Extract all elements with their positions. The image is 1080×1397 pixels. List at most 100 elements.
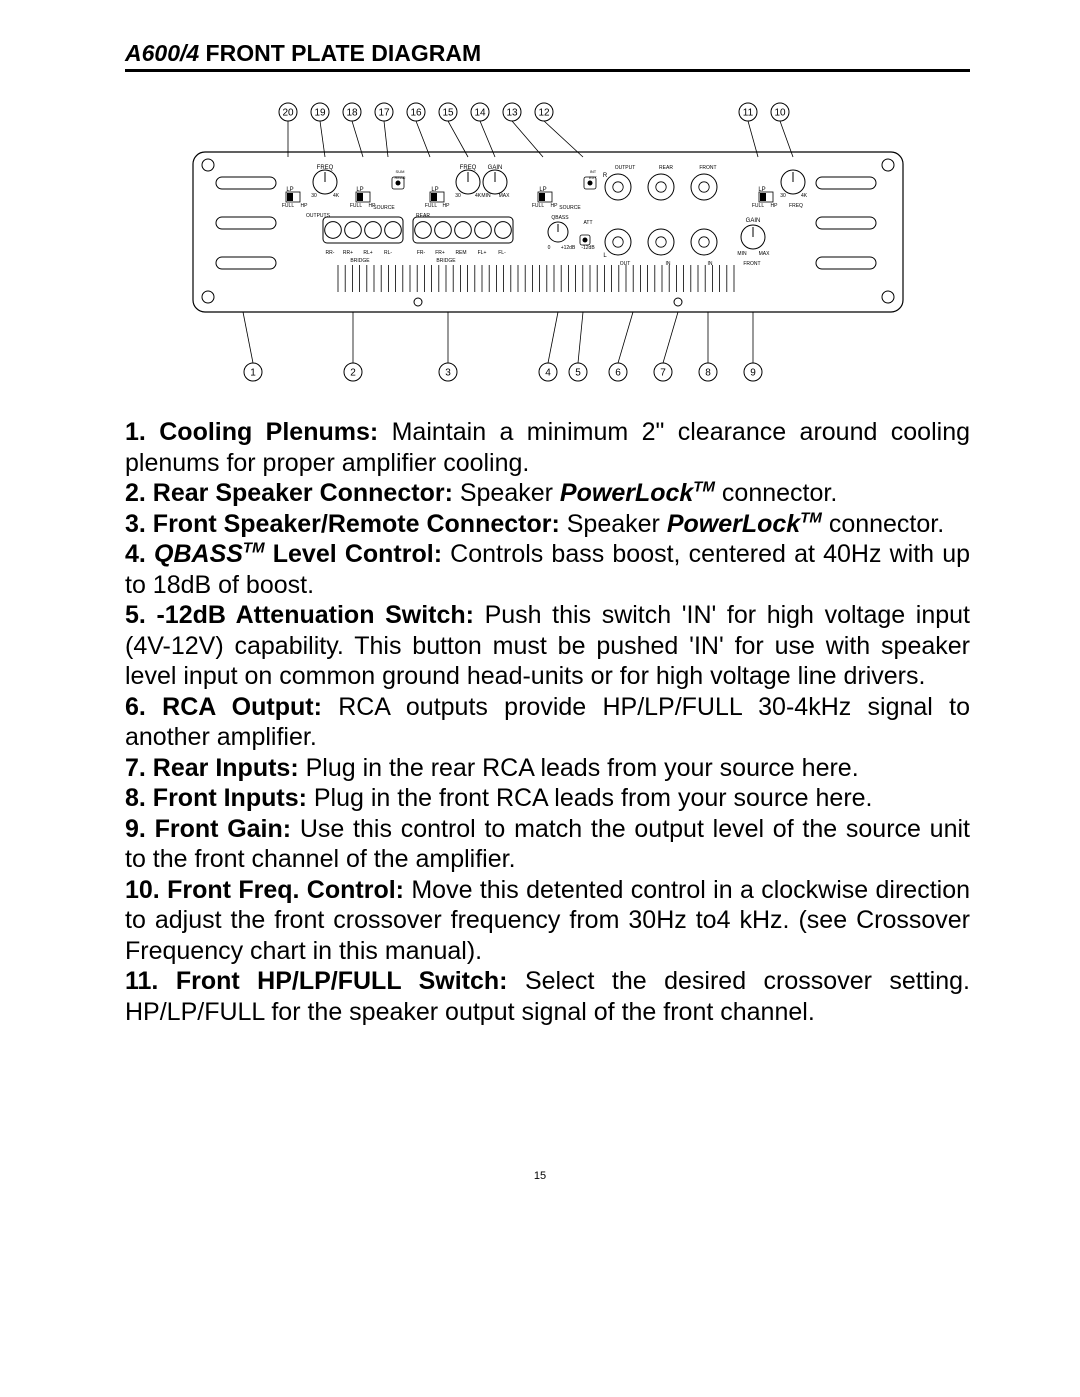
item-head: Front Gain: xyxy=(155,815,292,843)
rca-jack-pin xyxy=(612,182,622,192)
tm-mark: TM xyxy=(693,479,715,496)
rca-jack xyxy=(691,229,717,255)
plate-label: GAIN xyxy=(487,165,502,171)
item-head: Front Inputs: xyxy=(153,784,307,812)
plate-label: MAX xyxy=(498,193,510,199)
callout-number: 14 xyxy=(474,108,486,119)
cooling-slot xyxy=(816,177,876,189)
plate-label: R xyxy=(602,173,607,179)
list-item: 2. Rear Speaker Connector: Speaker Power… xyxy=(125,479,837,507)
push-switch-dot xyxy=(587,181,592,186)
description-list: 1. Cooling Plenums: Maintain a minimum 2… xyxy=(125,417,970,1027)
plate-label: FL- xyxy=(498,250,506,256)
tm-mark: TM xyxy=(243,540,265,557)
plate-label: LP xyxy=(539,187,546,193)
callout-line xyxy=(578,312,583,363)
item-number: 5. xyxy=(125,601,156,629)
callout-number: 19 xyxy=(314,108,326,119)
item-brand: PowerLock xyxy=(560,479,693,507)
connector-block xyxy=(413,217,513,243)
item-number: 7. xyxy=(125,754,153,782)
connector-hole xyxy=(414,222,431,239)
callout-number: 11 xyxy=(742,108,753,119)
rca-jack xyxy=(648,229,674,255)
slide-switch-pos xyxy=(760,193,766,201)
callout-number: 8 xyxy=(705,368,711,379)
rca-jack xyxy=(648,174,674,200)
plate-label: FRONT xyxy=(699,165,716,171)
list-item: 9. Front Gain: Use this control to match… xyxy=(125,815,970,874)
screw-hole xyxy=(414,298,422,306)
plate-label: L xyxy=(603,253,607,259)
rca-jack-pin xyxy=(655,182,665,192)
callout-number: 2 xyxy=(350,368,356,379)
page-number: 15 xyxy=(0,1170,1080,1182)
slide-switch-pos xyxy=(539,193,545,201)
plate-label: REAR xyxy=(394,175,405,180)
item-head: Front Speaker/Remote Connector: xyxy=(153,510,560,538)
plate-label: FREQ xyxy=(316,165,333,171)
plate-label: SOURCE xyxy=(559,205,581,211)
title-rest: FRONT PLATE DIAGRAM xyxy=(199,40,481,66)
callout-number: 13 xyxy=(506,108,518,119)
connector-hole xyxy=(344,222,361,239)
plate-label: FL+ xyxy=(477,250,486,256)
rca-jack-pin xyxy=(612,237,622,247)
cooling-slot xyxy=(216,177,276,189)
item-text: Plug in the rear RCA leads from your sou… xyxy=(299,754,859,782)
plate-label: SOURCE xyxy=(373,205,395,211)
plate-label: EXT xyxy=(589,175,597,180)
plate-label: MIN xyxy=(481,193,491,199)
item-number: 2. xyxy=(125,479,153,507)
item-number: 11. xyxy=(125,967,176,995)
item-tail: connector. xyxy=(715,479,837,507)
rca-jack-pin xyxy=(698,182,708,192)
screw-hole xyxy=(882,159,894,171)
plate-label: MAX xyxy=(758,251,770,257)
plate-label: IN xyxy=(665,261,670,267)
plate-label: RR- xyxy=(325,250,334,256)
item-head: Cooling Plenums: xyxy=(159,418,378,446)
item-head: Rear Speaker Connector: xyxy=(153,479,453,507)
callout-number: 18 xyxy=(346,108,358,119)
item-number: 8. xyxy=(125,784,153,812)
callout-number: 12 xyxy=(538,108,550,119)
page: A600/4 FRONT PLATE DIAGRAM FREQLPFULLHP3… xyxy=(0,0,1080,1397)
item-number: 3. xyxy=(125,510,153,538)
plate-label: FREQ xyxy=(789,203,803,209)
push-switch-dot xyxy=(582,238,587,243)
item-number: 4. xyxy=(125,540,154,568)
connector-block xyxy=(323,217,403,243)
plate-label: FULL xyxy=(349,203,361,209)
list-item: 4. QBASSTM Level Control: Controls bass … xyxy=(125,540,970,599)
plate-label: REM xyxy=(455,250,466,256)
plate-label: 4K xyxy=(800,193,807,199)
plate-label: FR+ xyxy=(435,250,445,256)
callout-number: 20 xyxy=(282,108,294,119)
plate-label: REAR xyxy=(659,165,673,171)
list-item: 8. Front Inputs: Plug in the front RCA l… xyxy=(125,784,873,812)
plate-label: 30 xyxy=(455,193,461,199)
plate-label: LP xyxy=(356,187,363,193)
list-item: 10. Front Freq. Control: Move this deten… xyxy=(125,876,970,965)
screw-hole xyxy=(674,298,682,306)
cooling-slot xyxy=(816,257,876,269)
slide-switch-pos xyxy=(431,193,437,201)
plate-label: 0 xyxy=(547,245,550,251)
plate-label: BRIDGE xyxy=(350,258,370,264)
callout-number: 1 xyxy=(250,368,256,379)
plate-label: OUT xyxy=(619,261,630,267)
plate-label: FRONT xyxy=(743,261,760,267)
item-number: 10. xyxy=(125,876,167,904)
connector-hole xyxy=(494,222,511,239)
tm-mark: TM xyxy=(800,509,822,526)
plate-label: HP xyxy=(770,203,778,209)
connector-hole xyxy=(434,222,451,239)
callout-number: 15 xyxy=(442,108,454,119)
connector-hole xyxy=(364,222,381,239)
item-number: 1. xyxy=(125,418,159,446)
plate-label: INT xyxy=(589,169,596,174)
item-text: Plug in the front RCA leads from your so… xyxy=(307,784,873,812)
plate-label: QBASS xyxy=(551,215,569,221)
plate-label: FULL xyxy=(751,203,763,209)
